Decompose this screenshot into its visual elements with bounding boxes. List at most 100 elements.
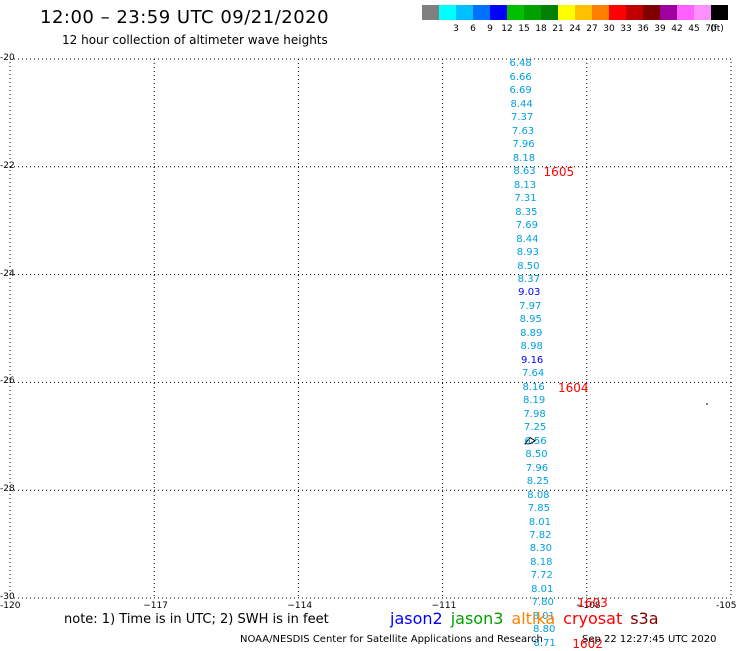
wave-height-observation: 7.82 — [529, 530, 552, 541]
wave-height-observation: 7.85 — [527, 503, 551, 515]
scale-tick-label: 9 — [487, 24, 493, 34]
map-subtitle: 12 hour collection of altimeter wave hei… — [62, 33, 328, 47]
scale-tick-label: 21 — [552, 24, 564, 34]
wave-height-observation: 9.16 — [521, 354, 544, 366]
latitude-tick-label: -28 — [0, 484, 15, 495]
scale-tick-label: 24 — [569, 24, 581, 34]
scale-swatch — [541, 5, 558, 20]
map-title: 12:00 – 23:59 UTC 09/21/2020 — [40, 7, 330, 28]
plot-border — [9, 58, 732, 599]
wave-height-observation: 8.25 — [526, 476, 550, 488]
wave-height-observation: 8.89 — [520, 327, 543, 339]
scale-swatch — [643, 5, 660, 20]
scale-swatch — [456, 5, 473, 20]
latitude-tick-label: -20 — [0, 53, 15, 63]
wave-height-observation: 8.01 — [528, 516, 551, 528]
wave-height-observation: 8.18 — [530, 556, 553, 568]
longitude-tick-label: −108 — [575, 601, 601, 611]
longitude-tick-label: −117 — [143, 601, 168, 611]
satellite-legend-item: jason2 — [390, 609, 443, 628]
scale-tick-label: 3 — [453, 24, 459, 34]
latitude-tick-label: -30 — [0, 592, 15, 602]
wave-height-observation: 8.71 — [533, 637, 556, 649]
satellite-legend: jason2 jason3 altika cryosat s3a — [390, 609, 667, 628]
scale-tick-label: 39 — [654, 24, 666, 34]
satellite-legend-item: jason3 — [450, 609, 504, 628]
pass-number-label: 1602 — [572, 636, 603, 651]
scale-unit-label: (ft) — [710, 24, 724, 34]
scale-tick-label: 30 — [603, 24, 615, 34]
longitude-tick-label: −114 — [287, 601, 313, 611]
scale-tick-label: 12 — [501, 24, 513, 34]
wave-height-observation: 7.31 — [514, 193, 537, 205]
scale-swatch — [558, 5, 575, 20]
credit-line: NOAA/NESDIS Center for Satellite Applica… — [240, 634, 543, 645]
wave-height-observation: 9.03 — [518, 287, 541, 299]
longitude-tick-label: -105 — [716, 601, 737, 611]
wave-height-observation: 8.35 — [515, 206, 538, 218]
scale-swatch — [609, 5, 626, 20]
wave-height-observation: 7.63 — [511, 125, 535, 137]
wave-height-observation: 8.18 — [512, 152, 536, 164]
wave-height-observation: 6.66 — [509, 71, 532, 83]
wave-height-observation: 8.01 — [532, 610, 555, 622]
scale-swatch — [592, 5, 609, 20]
scale-swatch — [439, 5, 456, 20]
pass-number-label: 1605 — [543, 165, 575, 180]
generation-timestamp: Sep 22 12:27:45 UTC 2020 — [582, 634, 717, 645]
wave-height-observation: 8.63 — [513, 166, 536, 178]
scale-tick-label: 18 — [535, 24, 547, 34]
wave-height-observation: 8.01 — [531, 583, 554, 595]
scale-tick-label: 6 — [470, 24, 476, 34]
wave-height-observation: 7.96 — [525, 462, 549, 474]
latitude-tick-label: -22 — [0, 160, 15, 171]
scale-swatch — [677, 5, 694, 20]
wave-height-observation: 7.72 — [530, 570, 553, 582]
pass-number-label: 1604 — [557, 380, 589, 395]
scale-swatch — [524, 5, 541, 20]
scale-tick-label: 36 — [637, 24, 649, 34]
scale-swatch — [626, 5, 643, 20]
wave-height-observation: 7.80 — [531, 597, 554, 609]
satellite-legend-item: altika — [511, 609, 556, 628]
satellite-legend-item: cryosat — [563, 609, 623, 628]
wave-height-observation: 6.69 — [509, 85, 532, 97]
latitude-tick-label: -24 — [0, 268, 15, 279]
wave-height-observation: 8.19 — [522, 395, 546, 407]
wave-height-observation: 8.44 — [510, 98, 533, 110]
wave-height-observation: 8.50 — [525, 449, 548, 461]
footer-note: note: 1) Time is in UTC; 2) SWH is in fe… — [64, 612, 329, 627]
wave-height-observation: 8.80 — [533, 624, 556, 636]
scale-swatch — [694, 5, 711, 20]
wave-height-observation: 7.96 — [512, 139, 535, 151]
wave-height-observation: 8.08 — [527, 489, 550, 501]
wave-height-observation: 8.44 — [516, 233, 539, 245]
wave-height-observation: 8.95 — [519, 314, 542, 326]
latitude-tick-label: -26 — [0, 376, 15, 387]
scale-swatch — [575, 5, 592, 20]
wave-height-observation: 7.64 — [522, 368, 545, 380]
wave-height-observation: 7.69 — [515, 220, 539, 232]
scale-swatch — [660, 5, 677, 20]
scale-tick-label: 27 — [586, 24, 598, 34]
pass-number-label: 1603 — [577, 596, 608, 611]
wave-height-observation: 7.25 — [523, 422, 547, 434]
scale-tick-label: 15 — [518, 24, 530, 34]
sala-y-gomez-islet — [706, 403, 708, 405]
longitude-tick-label: -120 — [0, 601, 21, 611]
wave-height-observation: 7.37 — [510, 112, 534, 124]
wave-height-observation: 8.98 — [520, 341, 543, 353]
wave-height-observation: 8.50 — [517, 260, 540, 272]
easter-island-outline — [524, 437, 537, 445]
wave-height-observation: 8.93 — [516, 247, 539, 259]
wave-height-observation: 8.37 — [517, 273, 540, 285]
scale-tick-label: 70 — [705, 24, 717, 34]
wave-height-observation: 8.30 — [529, 543, 552, 555]
satellite-legend-item: s3a — [630, 609, 659, 628]
longitude-tick-label: −111 — [431, 601, 457, 611]
wave-height-observation: 8.16 — [522, 381, 545, 393]
scale-tick-label: 42 — [671, 24, 683, 34]
scale-swatch — [711, 5, 728, 20]
wave-height-observation: 8.13 — [513, 179, 537, 191]
